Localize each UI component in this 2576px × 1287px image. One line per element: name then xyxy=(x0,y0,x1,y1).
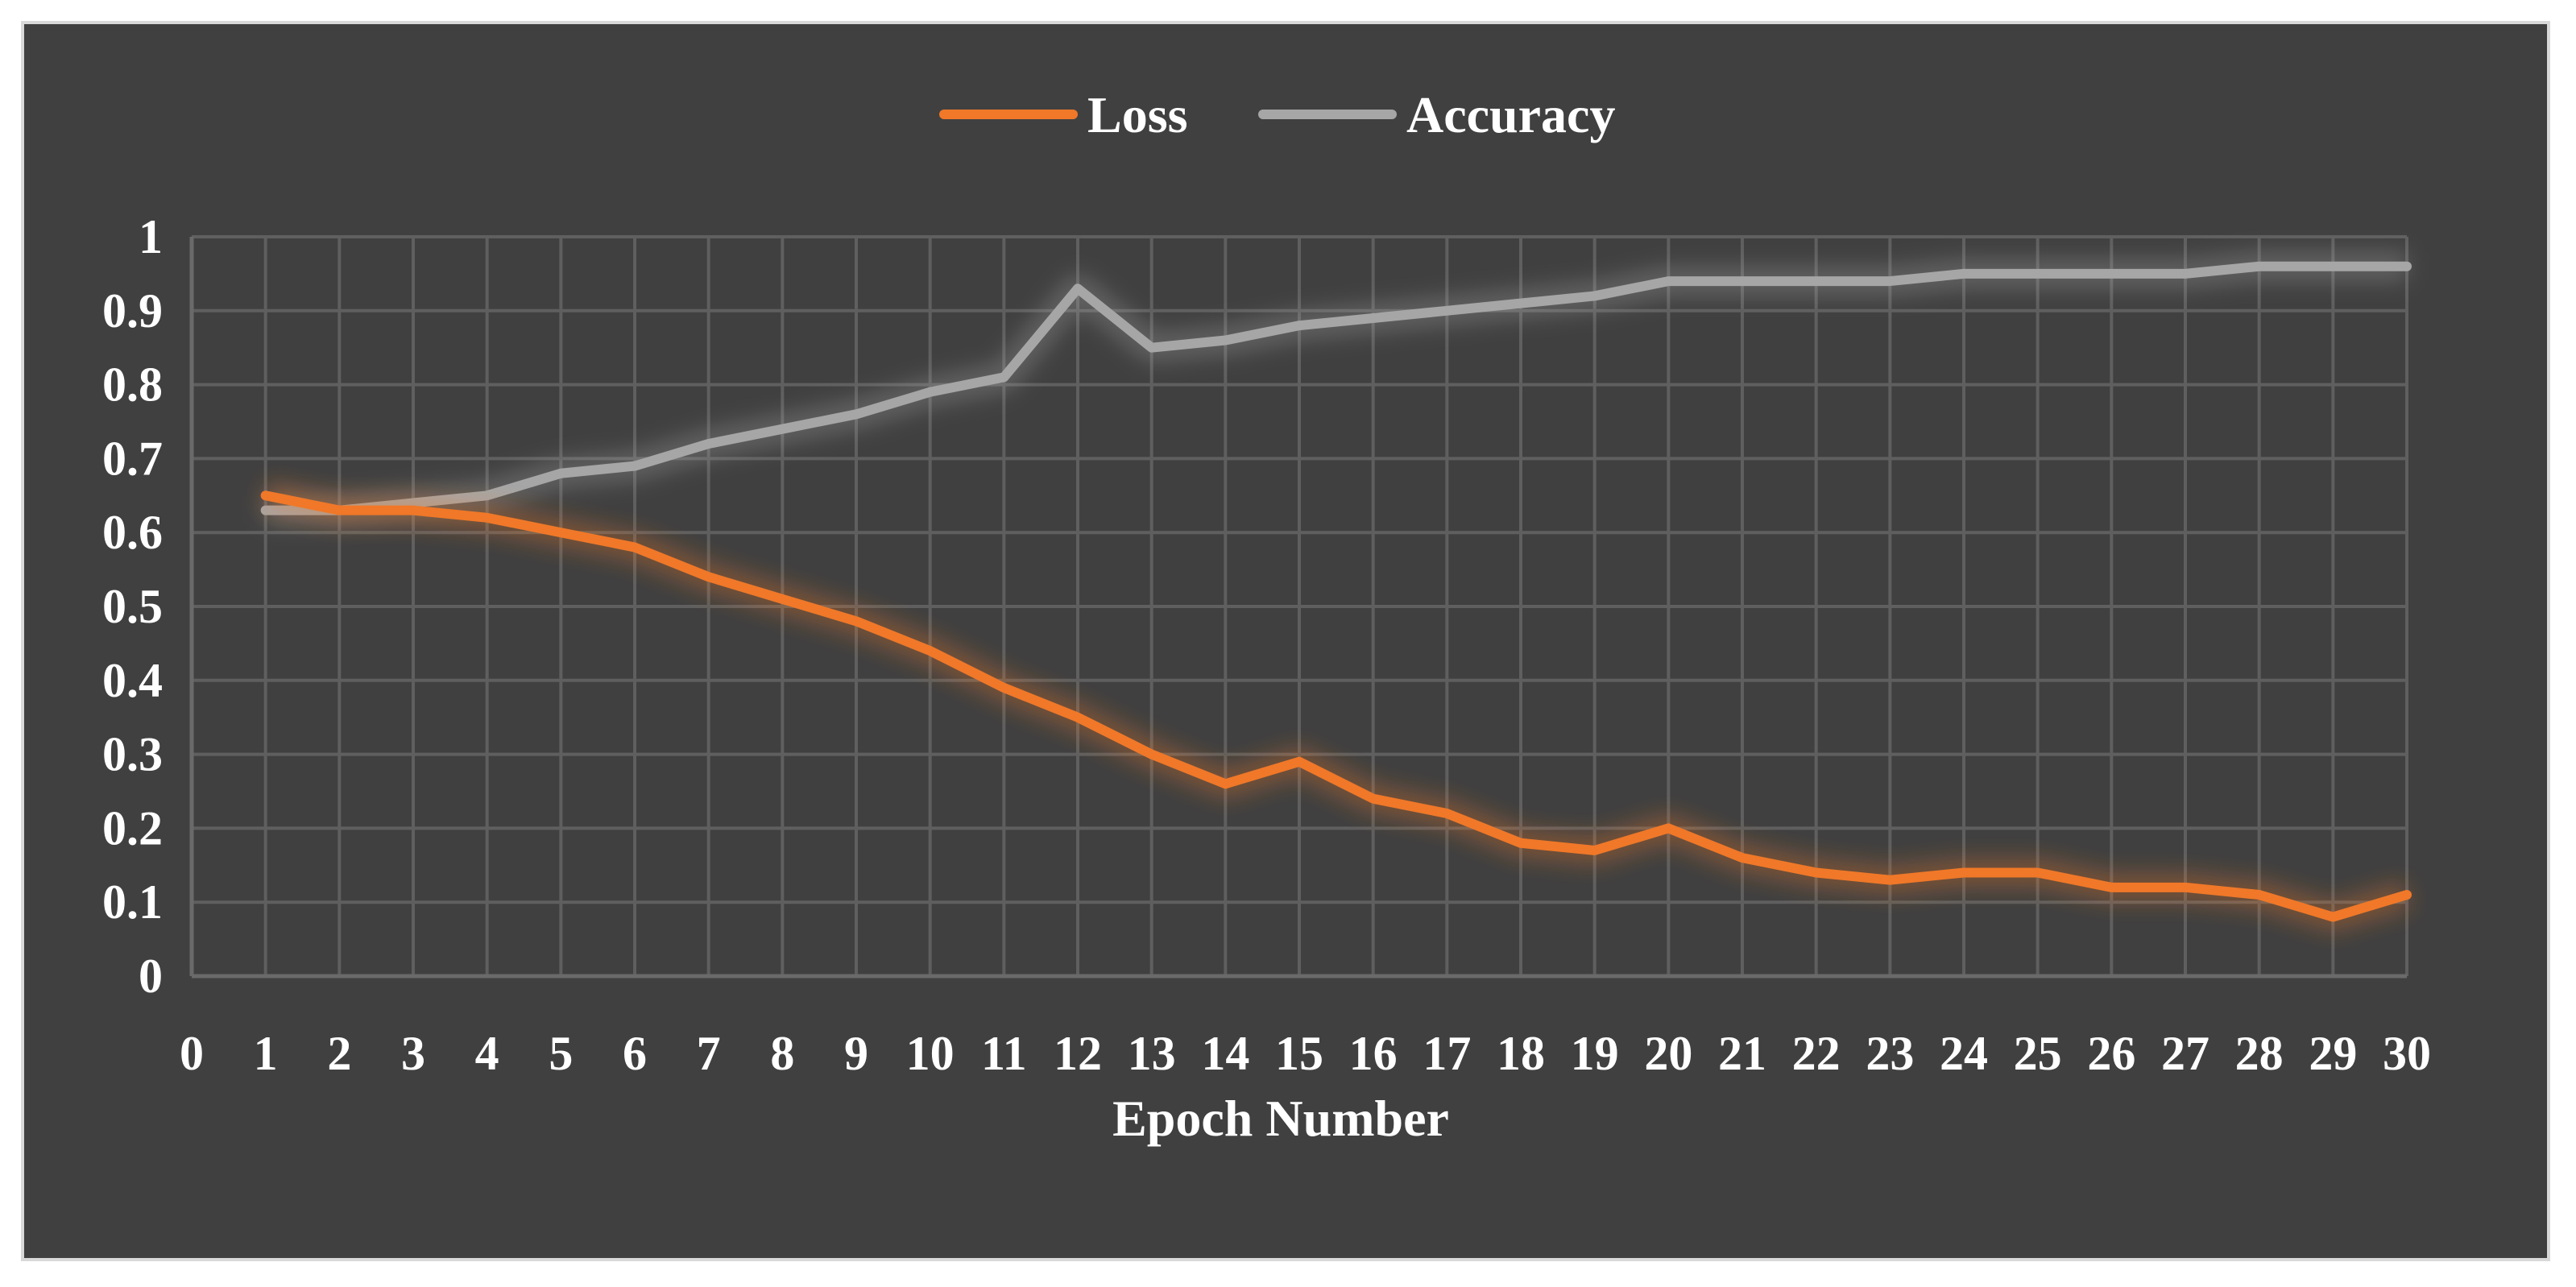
x-tick-label: 8 xyxy=(770,1027,794,1080)
x-tick-label: 28 xyxy=(2235,1027,2284,1080)
x-tick-label: 21 xyxy=(1718,1027,1766,1080)
x-tick-label: 19 xyxy=(1571,1027,1619,1080)
x-tick-label: 18 xyxy=(1497,1027,1545,1080)
x-tick-label: 22 xyxy=(1792,1027,1841,1080)
x-tick-label: 16 xyxy=(1349,1027,1398,1080)
y-tick-label: 0.5 xyxy=(102,580,163,633)
y-tick-label: 0.6 xyxy=(102,506,163,559)
x-tick-label: 20 xyxy=(1644,1027,1692,1080)
x-tick-label: 26 xyxy=(2087,1027,2135,1080)
x-tick-label: 11 xyxy=(981,1027,1027,1080)
x-tick-label: 23 xyxy=(1866,1027,1914,1080)
x-tick-label: 25 xyxy=(2014,1027,2062,1080)
x-tick-label: 30 xyxy=(2383,1027,2431,1080)
y-tick-label: 0.8 xyxy=(102,358,163,412)
x-tick-label: 5 xyxy=(549,1027,573,1080)
x-tick-label: 17 xyxy=(1423,1027,1471,1080)
y-tick-label: 0 xyxy=(139,950,163,1003)
y-axis-ticks: 0 0.1 0.2 0.3 0.4 0.5 0.6 0.7 0.8 0.9 1 xyxy=(102,210,163,1003)
y-tick-label: 0.9 xyxy=(102,284,163,337)
x-axis-ticks: 0 1 2 3 4 5 6 7 8 9 10 11 12 13 14 15 16 17 18 19 20 21 22 23 24… xyxy=(180,1027,2431,1080)
y-tick-label: 0.4 xyxy=(102,654,163,707)
x-tick-label: 14 xyxy=(1201,1027,1249,1080)
series-line-loss xyxy=(260,490,2412,922)
x-tick-label: 4 xyxy=(475,1027,499,1080)
y-tick-label: 0.3 xyxy=(102,728,163,781)
x-tick-label: 10 xyxy=(906,1027,955,1080)
y-tick-label: 0.7 xyxy=(102,432,163,485)
x-tick-label: 15 xyxy=(1275,1027,1323,1080)
legend: Loss Accuracy xyxy=(939,86,1615,143)
x-tick-label: 7 xyxy=(697,1027,721,1080)
legend-label-loss: Loss xyxy=(1087,86,1188,143)
series-line-accuracy xyxy=(260,261,2412,515)
y-tick-label: 1 xyxy=(139,210,163,263)
x-tick-label: 3 xyxy=(401,1027,425,1080)
x-tick-label: 24 xyxy=(1940,1027,1988,1080)
series-glow-loss xyxy=(263,482,2411,931)
x-tick-label: 9 xyxy=(844,1027,868,1080)
y-tick-label: 0.2 xyxy=(102,801,163,855)
legend-label-accuracy: Accuracy xyxy=(1406,86,1615,143)
x-axis-title: Epoch Number xyxy=(1112,1090,1449,1147)
gridlines xyxy=(190,235,2408,978)
x-tick-label: 29 xyxy=(2309,1027,2357,1080)
x-tick-label: 12 xyxy=(1054,1027,1102,1080)
x-tick-label: 27 xyxy=(2161,1027,2209,1080)
y-tick-label: 0.1 xyxy=(102,875,163,929)
x-tick-label: 13 xyxy=(1128,1027,1176,1080)
series-layer xyxy=(260,252,2412,931)
x-tick-label: 0 xyxy=(180,1027,204,1080)
axes xyxy=(189,237,2407,979)
x-tick-label: 2 xyxy=(327,1027,351,1080)
x-tick-label: 6 xyxy=(623,1027,647,1080)
x-tick-label: 1 xyxy=(254,1027,278,1080)
